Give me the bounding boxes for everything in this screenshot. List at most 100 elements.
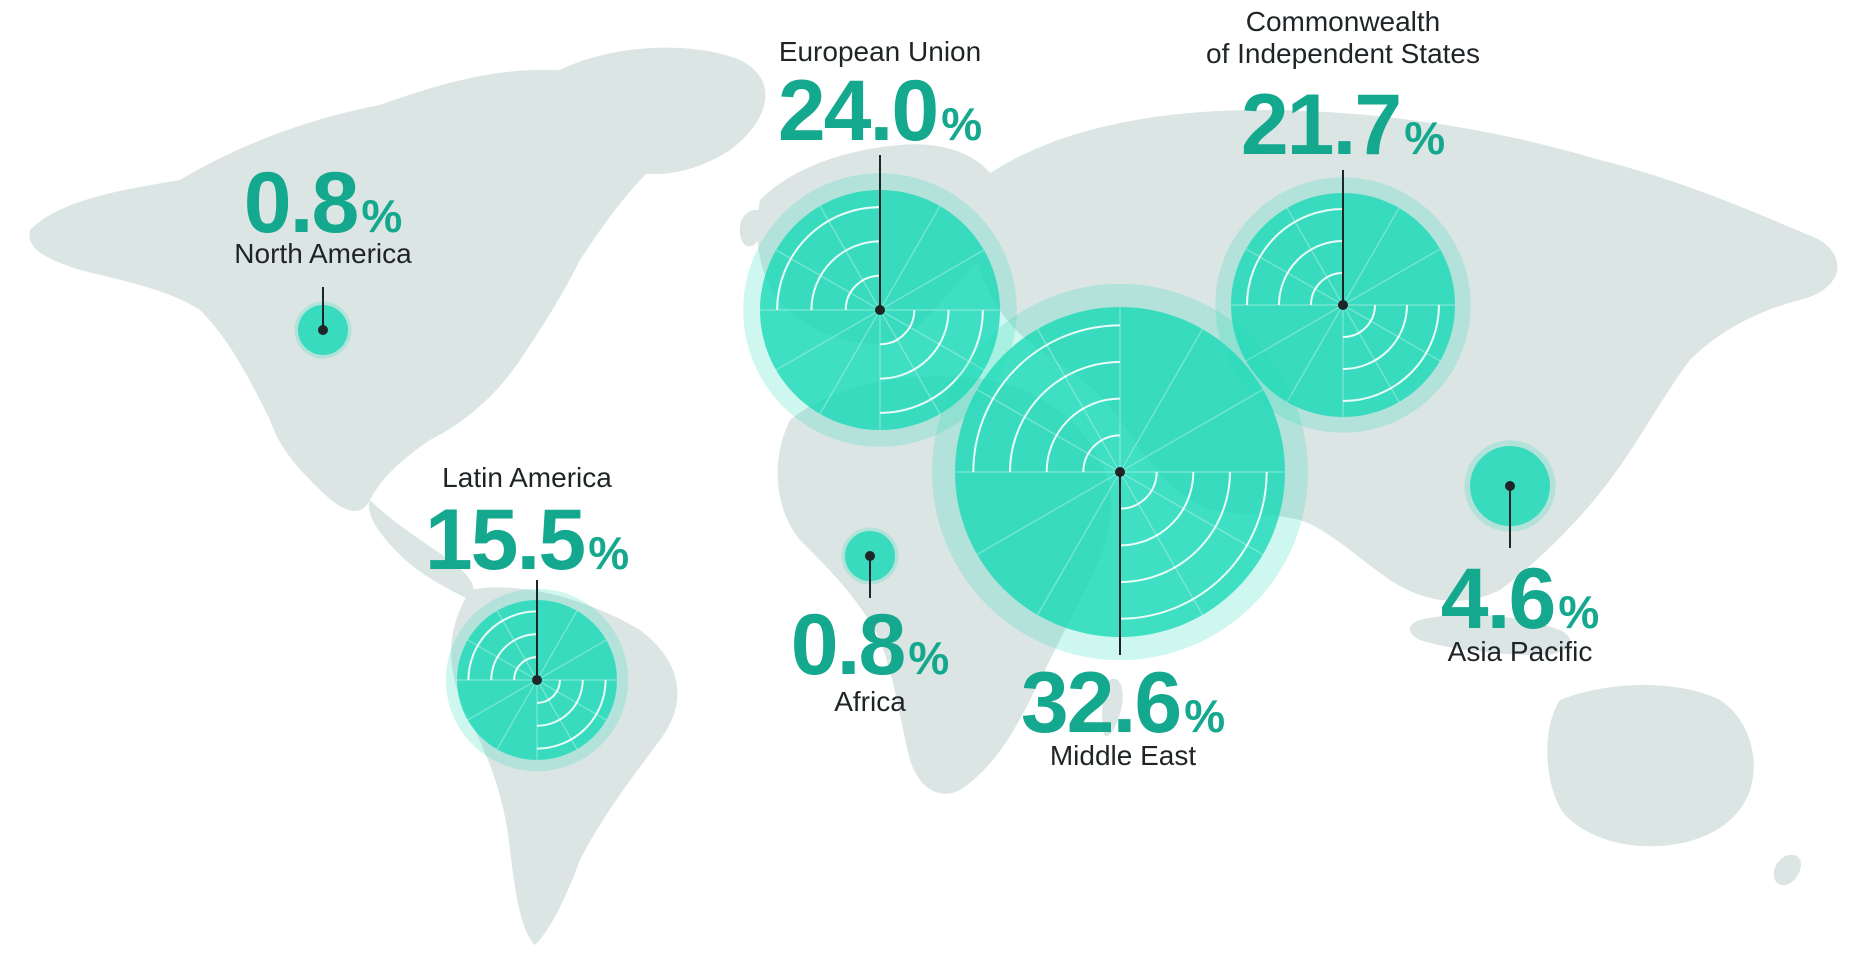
radar-spoke bbox=[1286, 304, 1344, 403]
radar-arc bbox=[1278, 240, 1408, 370]
landmass-uk bbox=[739, 209, 766, 247]
region-share-value: 21.7% bbox=[1241, 82, 1445, 168]
radar-spoke bbox=[467, 679, 538, 721]
region-share-value: 0.8% bbox=[244, 160, 402, 246]
radar-spoke bbox=[1245, 248, 1344, 306]
landmass-greenland bbox=[559, 47, 766, 174]
share-number: 32.6 bbox=[1020, 655, 1182, 751]
radar-spoke bbox=[775, 309, 881, 371]
radar-spoke bbox=[1036, 471, 1121, 616]
radar-arc bbox=[467, 610, 607, 750]
share-unit: % bbox=[941, 98, 983, 150]
landmass-indonesia bbox=[1409, 614, 1571, 655]
radar-spoke bbox=[496, 610, 538, 681]
share-number: 15.5 bbox=[424, 492, 586, 588]
radar-arcs bbox=[1246, 208, 1440, 402]
region-name: North America bbox=[234, 238, 412, 269]
radar-spoke bbox=[1342, 304, 1441, 362]
share-unit: % bbox=[1184, 690, 1226, 742]
region-name: Asia Pacific bbox=[1447, 636, 1593, 667]
share-unit: % bbox=[361, 190, 403, 242]
radar-spoke bbox=[879, 249, 985, 311]
radar-arc bbox=[1082, 434, 1158, 510]
radar-spoke bbox=[536, 610, 578, 681]
radar-arc bbox=[1246, 208, 1440, 402]
share-number: 21.7 bbox=[1240, 77, 1402, 173]
radar-spoke bbox=[1119, 328, 1204, 473]
region-bubbles bbox=[294, 155, 1556, 772]
location-dot bbox=[1505, 481, 1515, 491]
location-dot bbox=[865, 551, 875, 561]
share-unit: % bbox=[588, 527, 630, 579]
region-bubble bbox=[1215, 170, 1471, 433]
radar-arc bbox=[776, 206, 984, 414]
landmass-japan bbox=[1649, 296, 1686, 380]
region-name-label: Latin America bbox=[442, 462, 612, 494]
radar-arc bbox=[810, 240, 950, 380]
region-bubble bbox=[841, 527, 899, 598]
radar-spoke bbox=[496, 679, 538, 750]
radar-spoke bbox=[819, 309, 881, 415]
radar-arc bbox=[1045, 397, 1195, 547]
radar-spoke bbox=[536, 639, 607, 681]
region-name-label: Asia Pacific bbox=[1448, 636, 1593, 668]
radar-spoke bbox=[1342, 304, 1400, 403]
region-name-label: Commonwealth of Independent States bbox=[1206, 6, 1480, 70]
location-dot bbox=[1115, 467, 1125, 477]
region-bubble bbox=[743, 155, 1017, 447]
radar-grid bbox=[760, 190, 1000, 430]
location-dot bbox=[318, 325, 328, 335]
radar-spoke bbox=[976, 471, 1121, 556]
region-share-value: 15.5% bbox=[425, 497, 629, 583]
region-bubble bbox=[294, 287, 352, 359]
radar-arcs bbox=[467, 610, 607, 750]
radar-spoke bbox=[976, 388, 1121, 473]
radar-spoke bbox=[467, 639, 538, 681]
radar-spoke bbox=[879, 309, 941, 415]
landmass-madagascar bbox=[1102, 678, 1123, 736]
radar-spoke bbox=[1119, 471, 1204, 616]
region-name: Commonwealth bbox=[1245, 6, 1441, 37]
region-share-value: 24.0% bbox=[778, 68, 982, 154]
share-unit: % bbox=[908, 632, 950, 684]
radar-arcs bbox=[776, 206, 984, 414]
region-share-value: 32.6% bbox=[1021, 660, 1225, 746]
radar-arc bbox=[972, 324, 1268, 620]
radar-spoke bbox=[1286, 207, 1344, 306]
radar-spoke bbox=[536, 679, 607, 721]
region-name-label: European Union bbox=[779, 36, 981, 68]
radar-spoke bbox=[819, 205, 881, 311]
landmass-australia bbox=[1547, 685, 1754, 847]
radar-arc bbox=[513, 656, 561, 704]
location-dot bbox=[532, 675, 542, 685]
region-bubble bbox=[1464, 440, 1556, 548]
radar-arcs bbox=[972, 324, 1268, 620]
share-unit: % bbox=[1558, 586, 1600, 638]
share-number: 0.8 bbox=[790, 597, 907, 693]
radar-spoke bbox=[1119, 471, 1264, 556]
radar-spoke bbox=[1036, 328, 1121, 473]
region-name-label: North America bbox=[234, 238, 411, 270]
location-dot bbox=[1338, 300, 1348, 310]
radar-grid bbox=[457, 600, 617, 760]
region-name-line2: of Independent States bbox=[1206, 38, 1480, 69]
radar-spoke bbox=[536, 679, 578, 750]
landmass-central-america bbox=[369, 500, 474, 600]
location-dot bbox=[875, 305, 885, 315]
region-share-value: 0.8% bbox=[791, 602, 949, 688]
share-number: 4.6 bbox=[1440, 551, 1557, 647]
radar-spoke bbox=[879, 205, 941, 311]
radar-arc bbox=[1310, 272, 1376, 338]
radar-spoke bbox=[775, 249, 881, 311]
radar-spoke bbox=[1245, 304, 1344, 362]
radar-spoke bbox=[1342, 248, 1441, 306]
radar-spoke bbox=[1119, 388, 1264, 473]
share-number: 0.8 bbox=[243, 155, 360, 251]
region-share-value: 4.6% bbox=[1441, 556, 1599, 642]
share-unit: % bbox=[1404, 112, 1446, 164]
region-bubble bbox=[931, 283, 1309, 661]
region-bubble bbox=[445, 580, 629, 772]
radar-spoke bbox=[1342, 207, 1400, 306]
